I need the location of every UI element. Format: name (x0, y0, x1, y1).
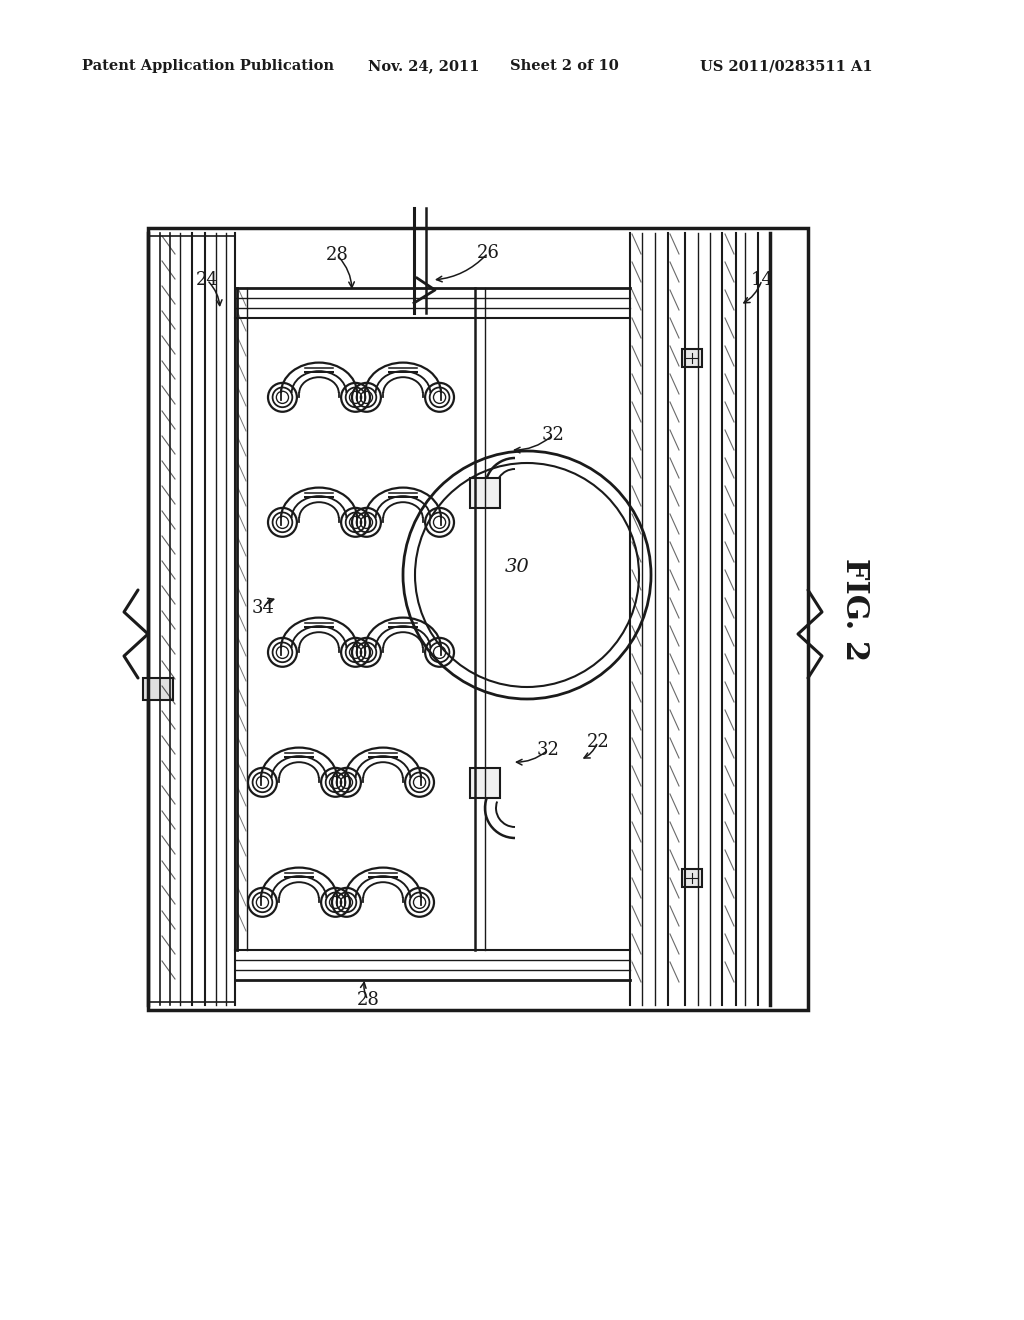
Text: 30: 30 (505, 558, 529, 576)
Text: 22: 22 (587, 733, 609, 751)
Bar (682, 869, 702, 887)
Text: Patent Application Publication: Patent Application Publication (82, 59, 334, 73)
Bar (143, 678, 173, 700)
Text: 26: 26 (476, 244, 500, 261)
Text: 28: 28 (326, 246, 348, 264)
Bar (148, 228, 808, 1010)
Bar (470, 478, 500, 508)
Text: 32: 32 (542, 426, 564, 444)
Text: 14: 14 (751, 271, 773, 289)
Bar (682, 348, 702, 367)
Text: FIG. 2: FIG. 2 (840, 558, 870, 661)
Bar (470, 768, 500, 799)
Text: 34: 34 (252, 599, 274, 616)
Text: Nov. 24, 2011: Nov. 24, 2011 (368, 59, 479, 73)
Text: 28: 28 (356, 991, 380, 1008)
Text: US 2011/0283511 A1: US 2011/0283511 A1 (700, 59, 872, 73)
Text: Sheet 2 of 10: Sheet 2 of 10 (510, 59, 618, 73)
Text: 24: 24 (196, 271, 218, 289)
Text: 32: 32 (537, 741, 559, 759)
